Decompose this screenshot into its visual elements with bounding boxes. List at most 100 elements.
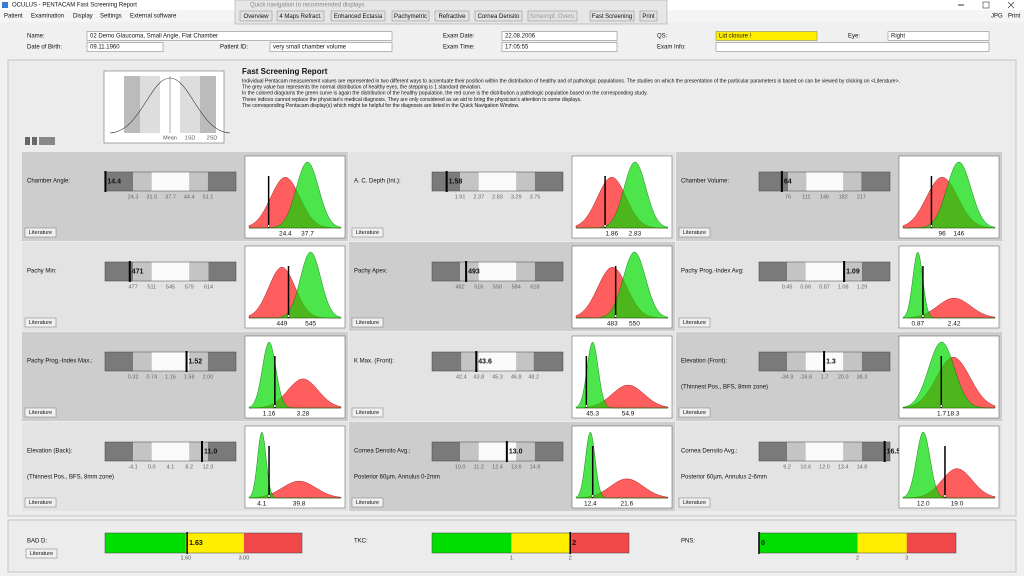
scale-tick-label: 43.8 xyxy=(473,374,484,380)
healthy-curve xyxy=(902,251,995,319)
literature-button[interactable] xyxy=(24,407,57,418)
menu-item[interactable]: Examination xyxy=(31,14,64,20)
nav-button-label[interactable]: Enhanced Ectasia xyxy=(334,14,383,20)
menu-item[interactable]: Print xyxy=(1008,14,1021,20)
nav-button-label[interactable]: Refractive xyxy=(438,14,466,20)
scale-tick-label: 2.37 xyxy=(473,194,484,200)
literature-button[interactable] xyxy=(678,227,711,238)
scale-tick-label: 12.0 xyxy=(819,464,830,470)
healthy-curve xyxy=(903,161,996,229)
literature-button[interactable] xyxy=(678,317,711,328)
index-tick-label: 3.00 xyxy=(239,555,250,561)
nav-button-label[interactable]: 4 Maps Refract. xyxy=(279,14,322,20)
scale-segment xyxy=(516,352,534,371)
literature-label[interactable]: Literature xyxy=(683,230,706,236)
literature-label[interactable]: Literature xyxy=(683,410,706,416)
scale-segment xyxy=(189,172,208,191)
literature-label[interactable]: Literature xyxy=(356,230,379,236)
scale-tick-label: 579 xyxy=(185,284,194,290)
patient-dot xyxy=(584,404,588,408)
value-label: 43.6 xyxy=(478,358,492,365)
literature-button[interactable] xyxy=(24,317,57,328)
scale-tick-label: 1.58 xyxy=(184,374,195,380)
index-segment xyxy=(105,533,186,553)
scale-segment xyxy=(759,172,789,191)
scale-tick-label: 76 xyxy=(785,194,791,200)
nav-button[interactable] xyxy=(391,10,430,22)
icon xyxy=(32,137,37,145)
literature-button[interactable] xyxy=(678,497,711,508)
nav-button[interactable] xyxy=(639,10,658,22)
literature-label[interactable]: Literature xyxy=(356,320,379,326)
nav-button[interactable] xyxy=(239,10,273,22)
icon xyxy=(25,137,30,145)
scale-tick-label: 0.45 xyxy=(782,284,793,290)
literature-button[interactable] xyxy=(24,227,57,238)
nav-button-label[interactable]: Cornea Densito xyxy=(478,14,520,20)
menu-item[interactable]: Display xyxy=(73,14,93,20)
scale-segment xyxy=(787,262,806,281)
close[interactable] xyxy=(1007,1,1015,9)
nav-button[interactable] xyxy=(474,10,523,22)
nav-button[interactable] xyxy=(589,10,635,22)
field-value: 17:05:55 xyxy=(505,45,529,51)
scale-tick-label: 46.8 xyxy=(511,374,522,380)
literature-button[interactable] xyxy=(351,317,384,328)
maximize[interactable] xyxy=(982,1,990,9)
scale-segment xyxy=(759,262,788,281)
menu-item[interactable]: Patient xyxy=(4,14,23,20)
literature-label[interactable]: Literature xyxy=(683,320,706,326)
literature-button[interactable] xyxy=(351,497,384,508)
patient-dot xyxy=(603,224,607,228)
literature-button[interactable] xyxy=(351,407,384,418)
menu-item[interactable]: Settings xyxy=(100,14,122,20)
literature-label[interactable]: Literature xyxy=(30,551,53,557)
literature-label[interactable]: Literature xyxy=(29,410,52,416)
nav-button[interactable] xyxy=(527,10,578,22)
nav-button-label[interactable]: Overview xyxy=(243,14,269,20)
field-box xyxy=(715,42,990,52)
legend-band xyxy=(140,76,160,133)
scale-segment xyxy=(105,262,134,281)
literature-button[interactable] xyxy=(25,548,58,559)
legend-band xyxy=(200,76,216,133)
scale-segment xyxy=(133,172,152,191)
field-value: Lid closure ! xyxy=(719,34,752,40)
quick-nav-title: Quick navigation to recommended displays xyxy=(250,3,364,9)
healthy-curve xyxy=(248,431,341,499)
scale-tick-label: 614 xyxy=(204,284,213,290)
literature-label[interactable]: Literature xyxy=(29,500,52,506)
menu-item[interactable]: JPG xyxy=(991,14,1003,20)
scale-segment xyxy=(151,262,190,281)
literature-label[interactable]: Literature xyxy=(683,500,706,506)
nav-button[interactable] xyxy=(276,10,325,22)
index-tick-label: 1 xyxy=(510,555,513,561)
scale-segment xyxy=(861,442,890,461)
literature-label[interactable]: Literature xyxy=(356,410,379,416)
healthy-curve xyxy=(576,251,669,319)
scale-frame xyxy=(431,351,564,372)
report-line: The corresponding Pentacam display(s) wh… xyxy=(242,103,519,109)
scale-tick-label: 10.6 xyxy=(800,464,811,470)
menu-item[interactable]: External software xyxy=(130,14,177,20)
literature-button[interactable] xyxy=(24,497,57,508)
nav-button[interactable] xyxy=(434,10,470,22)
literature-label[interactable]: Literature xyxy=(356,500,379,506)
literature-label[interactable]: Literature xyxy=(29,320,52,326)
nav-button-label[interactable]: Scheimpf. Overv. xyxy=(530,14,576,20)
nav-button[interactable] xyxy=(330,10,386,22)
nav-button-label[interactable]: Pachymetric xyxy=(394,14,427,20)
nav-button-label[interactable]: Fast Screening xyxy=(592,14,632,20)
scale-segment xyxy=(805,262,844,281)
literature-button[interactable] xyxy=(351,227,384,238)
nav-button-label[interactable]: Print xyxy=(642,14,655,20)
panel-sublabel: (Thinnest Pos., BFS, 8mm zone) xyxy=(681,385,768,391)
scale-tick-label: 10.0 xyxy=(455,464,466,470)
scale-tick-label: 8.2 xyxy=(185,464,193,470)
literature-button[interactable] xyxy=(678,407,711,418)
panel-label: Elevation (Back): xyxy=(27,449,73,455)
scale-frame xyxy=(431,261,564,282)
literature-label[interactable]: Literature xyxy=(29,230,52,236)
panel-label: Cornea Densito Avg.: xyxy=(681,449,738,455)
scale-segment xyxy=(861,262,890,281)
